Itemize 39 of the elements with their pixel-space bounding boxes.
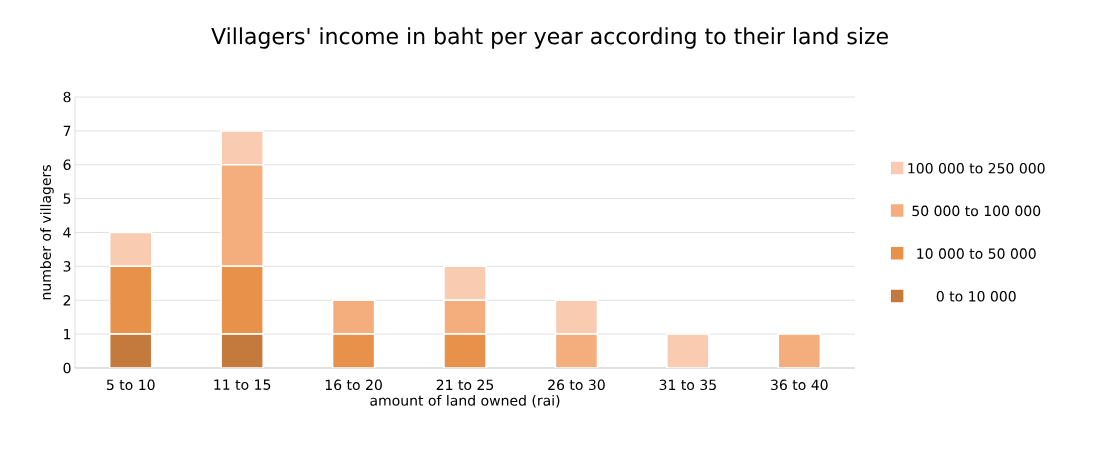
y-tick-label: 3 bbox=[63, 261, 71, 272]
legend-label: 100 000 to 250 000 bbox=[908, 162, 1045, 174]
y-tick-label: 1 bbox=[64, 329, 71, 340]
y-tick-label: 2 bbox=[63, 295, 71, 306]
x-tick-label: 26 to 30 bbox=[548, 379, 605, 391]
bar bbox=[108, 231, 153, 268]
bar bbox=[443, 299, 487, 335]
bar bbox=[666, 333, 710, 368]
bar bbox=[220, 333, 264, 368]
bar bbox=[443, 265, 487, 301]
bar bbox=[443, 333, 487, 368]
y-tick-label: 4 bbox=[63, 227, 71, 238]
y-tick-label: 6 bbox=[63, 159, 71, 171]
bar bbox=[554, 333, 599, 368]
bar bbox=[220, 164, 264, 268]
bar bbox=[220, 265, 264, 335]
legend-label: 10 000 to 50 000 bbox=[917, 248, 1036, 259]
bar bbox=[777, 333, 822, 368]
legend-label: 50 000 to 100 000 bbox=[912, 205, 1041, 217]
legend-label: 0 to 10 000 bbox=[936, 290, 1016, 302]
x-tick-label: 16 to 20 bbox=[325, 379, 382, 391]
chart-title: Villagers' income in baht per year according to their land size bbox=[211, 27, 888, 49]
bar bbox=[331, 333, 376, 368]
y-axis-title: number of villagers bbox=[40, 165, 54, 300]
y-tick-label: 5 bbox=[63, 193, 71, 204]
x-tick-label: 31 to 35 bbox=[659, 379, 716, 391]
x-axis-title: amount of land owned (rai) bbox=[370, 394, 560, 408]
bar bbox=[108, 265, 153, 335]
bar bbox=[220, 130, 264, 166]
x-tick-label: 5 to 10 bbox=[106, 379, 155, 391]
x-tick-label: 11 to 15 bbox=[214, 379, 271, 390]
bar bbox=[108, 333, 153, 368]
x-tick-label: 36 to 40 bbox=[771, 379, 828, 391]
x-tick-label: 21 to 25 bbox=[436, 379, 494, 391]
y-tick-label: 8 bbox=[63, 91, 71, 103]
y-tick-label: 7 bbox=[63, 125, 71, 136]
bar bbox=[554, 299, 599, 335]
y-tick-label: 0 bbox=[63, 362, 71, 374]
bar bbox=[331, 299, 376, 335]
